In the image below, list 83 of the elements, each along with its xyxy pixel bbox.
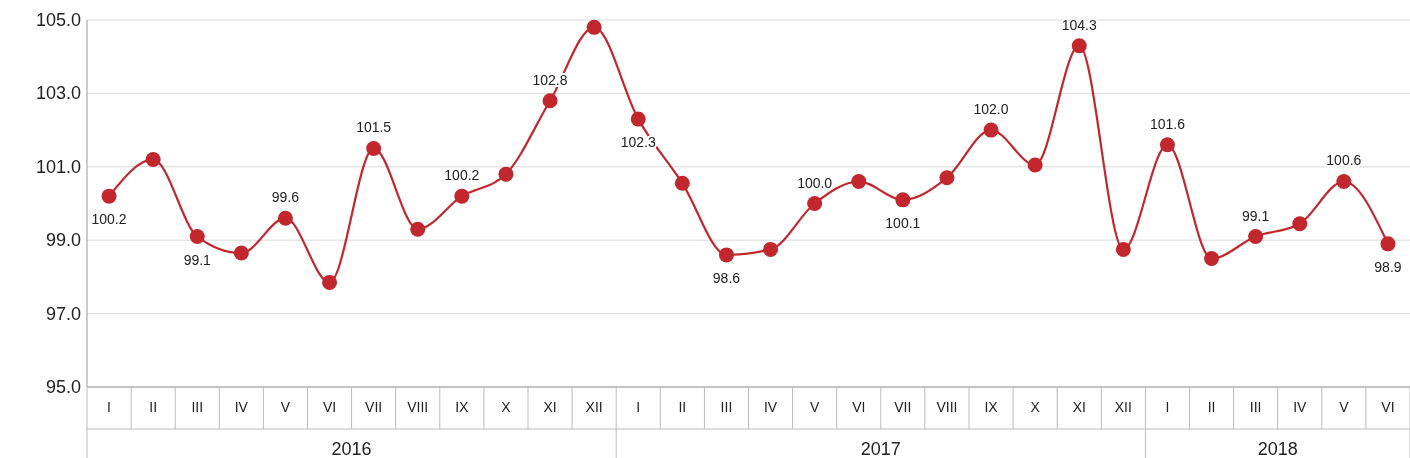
x-tick-label: VII (894, 399, 912, 415)
point (322, 274, 338, 290)
x-tick-label: IX (455, 399, 470, 415)
data-label: 101.6 (1149, 115, 1186, 132)
data-label: 101.5 (356, 119, 392, 136)
point (983, 122, 999, 138)
point (101, 188, 117, 204)
x-tick-label: XII (1114, 399, 1132, 415)
x-tick-label: VI (322, 399, 337, 415)
point (410, 221, 426, 237)
point (1248, 229, 1264, 245)
point (454, 188, 470, 204)
point (895, 192, 911, 208)
point (277, 210, 293, 226)
data-label: 99.1 (183, 251, 212, 268)
point (1115, 241, 1131, 257)
data-label: 100.2 (91, 211, 127, 228)
y-tick-label: 105.0 (35, 10, 81, 30)
text: 2017 (860, 439, 901, 458)
data-label: 99.6 (271, 189, 300, 206)
x-tick-label: XI (1072, 399, 1086, 415)
point (718, 247, 734, 263)
point (189, 229, 205, 245)
x-tick-label: I (1165, 399, 1170, 415)
point (807, 196, 823, 211)
y-tick-label: 95.0 (45, 377, 81, 397)
point (939, 170, 955, 186)
data-label: 100.0 (797, 174, 833, 191)
x-tick-label: II (1207, 399, 1216, 415)
x-tick-label: VII (365, 399, 383, 415)
point (366, 140, 382, 156)
y-tick-label: 97.0 (45, 303, 81, 324)
x-tick-label: I (636, 399, 641, 415)
x-tick-label: V (809, 399, 820, 415)
point (851, 173, 867, 189)
data-label: 100.6 (1326, 152, 1362, 169)
x-tick-label: III (720, 399, 733, 415)
point (1027, 157, 1043, 173)
point (630, 111, 646, 127)
x-tick-label: VI (852, 399, 866, 415)
point (1380, 236, 1396, 252)
point (1336, 173, 1352, 189)
x-tick-label: II (678, 399, 687, 415)
x-tick-label: V (1339, 399, 1350, 415)
x-tick-label: IV (1293, 399, 1308, 415)
x-tick-label: IV (234, 399, 249, 415)
x-tick-label: III (191, 399, 204, 415)
point (586, 19, 602, 35)
x-tick-label: XII (585, 399, 603, 415)
point (542, 93, 558, 109)
x-tick-label: VI (1381, 399, 1395, 415)
x-tick-label: VIII (407, 399, 429, 415)
data-label: 100.2 (444, 167, 480, 184)
point (498, 166, 514, 182)
point (763, 241, 779, 257)
x-tick-label: VIII (936, 399, 958, 415)
data-label: 99.1 (1242, 207, 1270, 224)
point (674, 175, 690, 191)
text: 2018 (1257, 439, 1298, 458)
point (1204, 251, 1220, 267)
data-label: 102.0 (973, 101, 1009, 118)
x-tick-label: XI (543, 399, 557, 415)
x-tick-label: V (280, 399, 291, 415)
point (1292, 216, 1308, 232)
data-label: 98.9 (1374, 258, 1402, 275)
point (145, 151, 161, 167)
data-label: 100.1 (885, 214, 921, 231)
x-tick-label: IX (984, 399, 999, 415)
x-tick-label: II (149, 399, 158, 415)
y-tick-label: 99.0 (45, 230, 81, 251)
x-tick-label: III (1249, 399, 1262, 415)
data-label: 98.6 (712, 269, 741, 286)
x-tick-label: X (1030, 399, 1041, 415)
point (233, 245, 249, 261)
point (1071, 38, 1087, 54)
data-label: 104.3 (1061, 16, 1097, 33)
x-tick-label: I (107, 399, 111, 415)
y-tick-label: 101.0 (35, 156, 81, 177)
x-tick-label: X (501, 399, 512, 415)
point (1159, 137, 1175, 153)
x-tick-label: IV (763, 399, 778, 415)
y-tick-label: 103.0 (35, 83, 81, 104)
text: 2016 (331, 439, 372, 458)
